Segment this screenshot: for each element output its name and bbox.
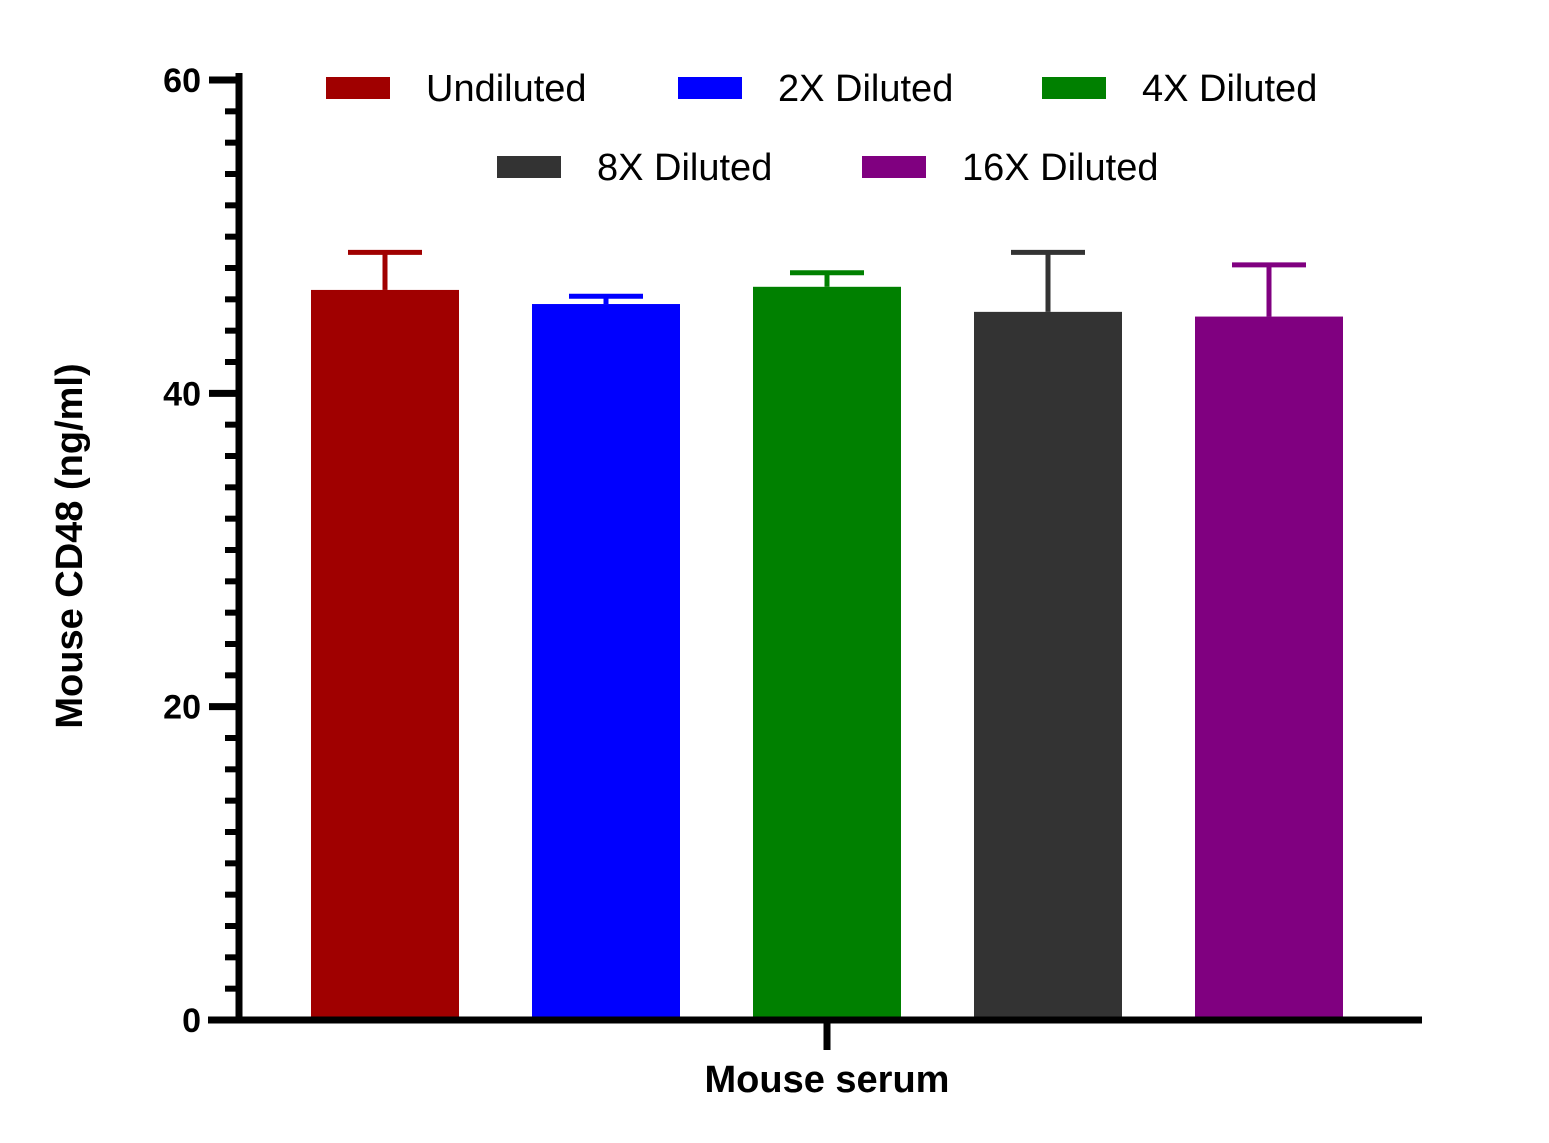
y-tick-label: 60: [163, 62, 201, 100]
legend-label: 16X Diluted: [962, 147, 1158, 189]
y-tick-label: 0: [182, 1002, 201, 1040]
error-bars: [348, 249, 1306, 317]
bar-8x-diluted: [974, 311, 1122, 1020]
legend-swatch: [326, 77, 390, 99]
y-axis-tick-labels: 0 20 40 60: [163, 62, 201, 1040]
y-tick-label: 40: [163, 375, 201, 413]
legend-label: 8X Diluted: [597, 147, 772, 189]
bars: [311, 286, 1343, 1021]
legend-label: Undiluted: [426, 68, 587, 110]
legend-label: 2X Diluted: [778, 68, 953, 110]
legend-swatch: [1042, 77, 1106, 99]
legend: Undiluted 2X Diluted 4X Diluted 8X Diluted 1…: [326, 68, 1317, 189]
legend-swatch: [678, 77, 742, 99]
y-tick-label: 20: [163, 689, 201, 727]
legend-swatch: [862, 156, 926, 178]
bar-4x-diluted: [753, 286, 901, 1020]
bar-undiluted: [311, 289, 459, 1020]
legend-swatch: [497, 156, 561, 178]
x-axis-title: Mouse serum: [705, 1059, 950, 1101]
y-axis-title: Mouse CD48 (ng/ml): [49, 363, 91, 728]
bar-16x-diluted: [1195, 316, 1343, 1021]
legend-label: 4X Diluted: [1142, 68, 1317, 110]
bar-2x-diluted: [532, 304, 680, 1020]
